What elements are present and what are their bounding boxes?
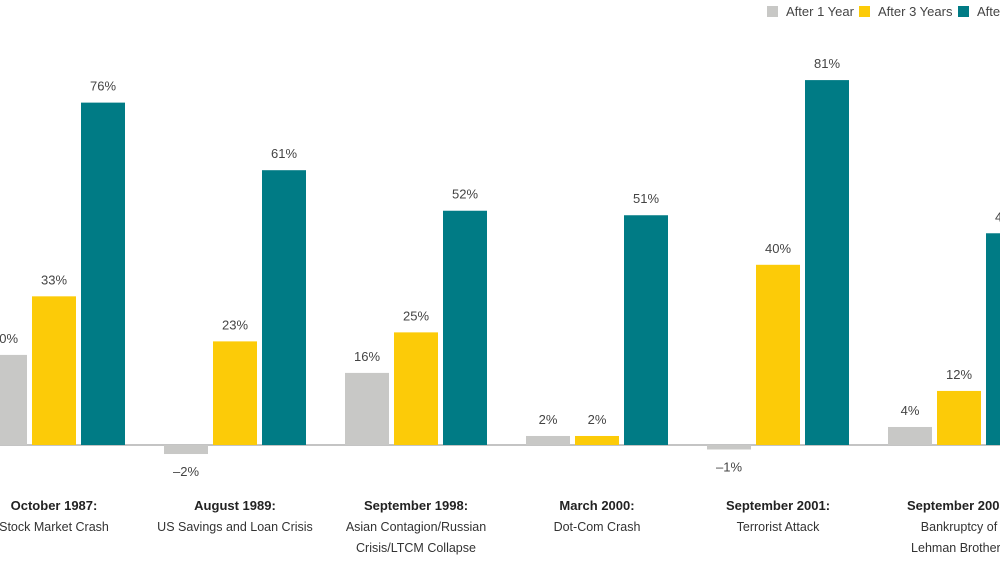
bar <box>394 332 438 445</box>
bar-value-label: 47% <box>995 209 1000 224</box>
bar-value-label: 2% <box>539 412 558 427</box>
bar-value-label: 23% <box>222 317 248 332</box>
category-subtitle: Bankruptcy of <box>921 520 998 534</box>
bar-value-label: 33% <box>41 272 67 287</box>
bar-value-label: 52% <box>452 187 478 202</box>
category-subtitle: Lehman Brothers <box>911 541 1000 555</box>
bar-value-label: 16% <box>354 349 380 364</box>
bar <box>0 354 27 445</box>
bar <box>937 390 981 445</box>
bar <box>805 80 849 445</box>
category-subtitle: Stock Market Crash <box>0 520 109 534</box>
legend-swatch <box>958 6 969 17</box>
bar <box>81 102 125 446</box>
bar <box>213 341 257 445</box>
bar-value-label: 2% <box>588 412 607 427</box>
bar <box>986 233 1000 445</box>
bar-value-label: –2% <box>173 464 199 479</box>
category-title: September 1998: <box>364 498 468 513</box>
category-subtitle: Dot-Com Crash <box>554 520 641 534</box>
category-title: March 2000: <box>559 498 634 513</box>
bar-value-label: 4% <box>901 403 920 418</box>
legend-label: After 5 Years <box>977 4 1000 19</box>
category-title: October 1987: <box>11 498 98 513</box>
bar-value-label: 20% <box>0 331 18 346</box>
bar <box>756 264 800 445</box>
bar-value-label: 25% <box>403 308 429 323</box>
bar <box>443 210 487 445</box>
category-title: September 2008: <box>907 498 1000 513</box>
bar <box>262 170 306 445</box>
legend-swatch <box>859 6 870 17</box>
legend-label: After 3 Years <box>878 4 953 19</box>
bar <box>575 435 619 445</box>
bar-value-label: 61% <box>271 146 297 161</box>
category-title: September 2001: <box>726 498 830 513</box>
bar <box>164 445 208 455</box>
bar <box>32 296 76 445</box>
category-subtitle: US Savings and Loan Crisis <box>157 520 313 534</box>
legend-label: After 1 Year <box>786 4 855 19</box>
bar <box>624 215 668 445</box>
bar <box>526 435 570 445</box>
bar <box>888 426 932 445</box>
bar-value-label: 12% <box>946 367 972 382</box>
category-subtitle: Asian Contagion/Russian <box>346 520 486 534</box>
bar-value-label: 81% <box>814 56 840 71</box>
category-title: August 1989: <box>194 498 276 513</box>
bar-value-label: 51% <box>633 191 659 206</box>
bar-value-label: 76% <box>90 79 116 94</box>
bar-value-label: 40% <box>765 241 791 256</box>
category-subtitle: Terrorist Attack <box>737 520 820 534</box>
bar-value-label: –1% <box>716 460 742 475</box>
legend-swatch <box>767 6 778 17</box>
category-subtitle: Crisis/LTCM Collapse <box>356 541 476 555</box>
bar <box>707 445 751 450</box>
bar <box>345 372 389 445</box>
